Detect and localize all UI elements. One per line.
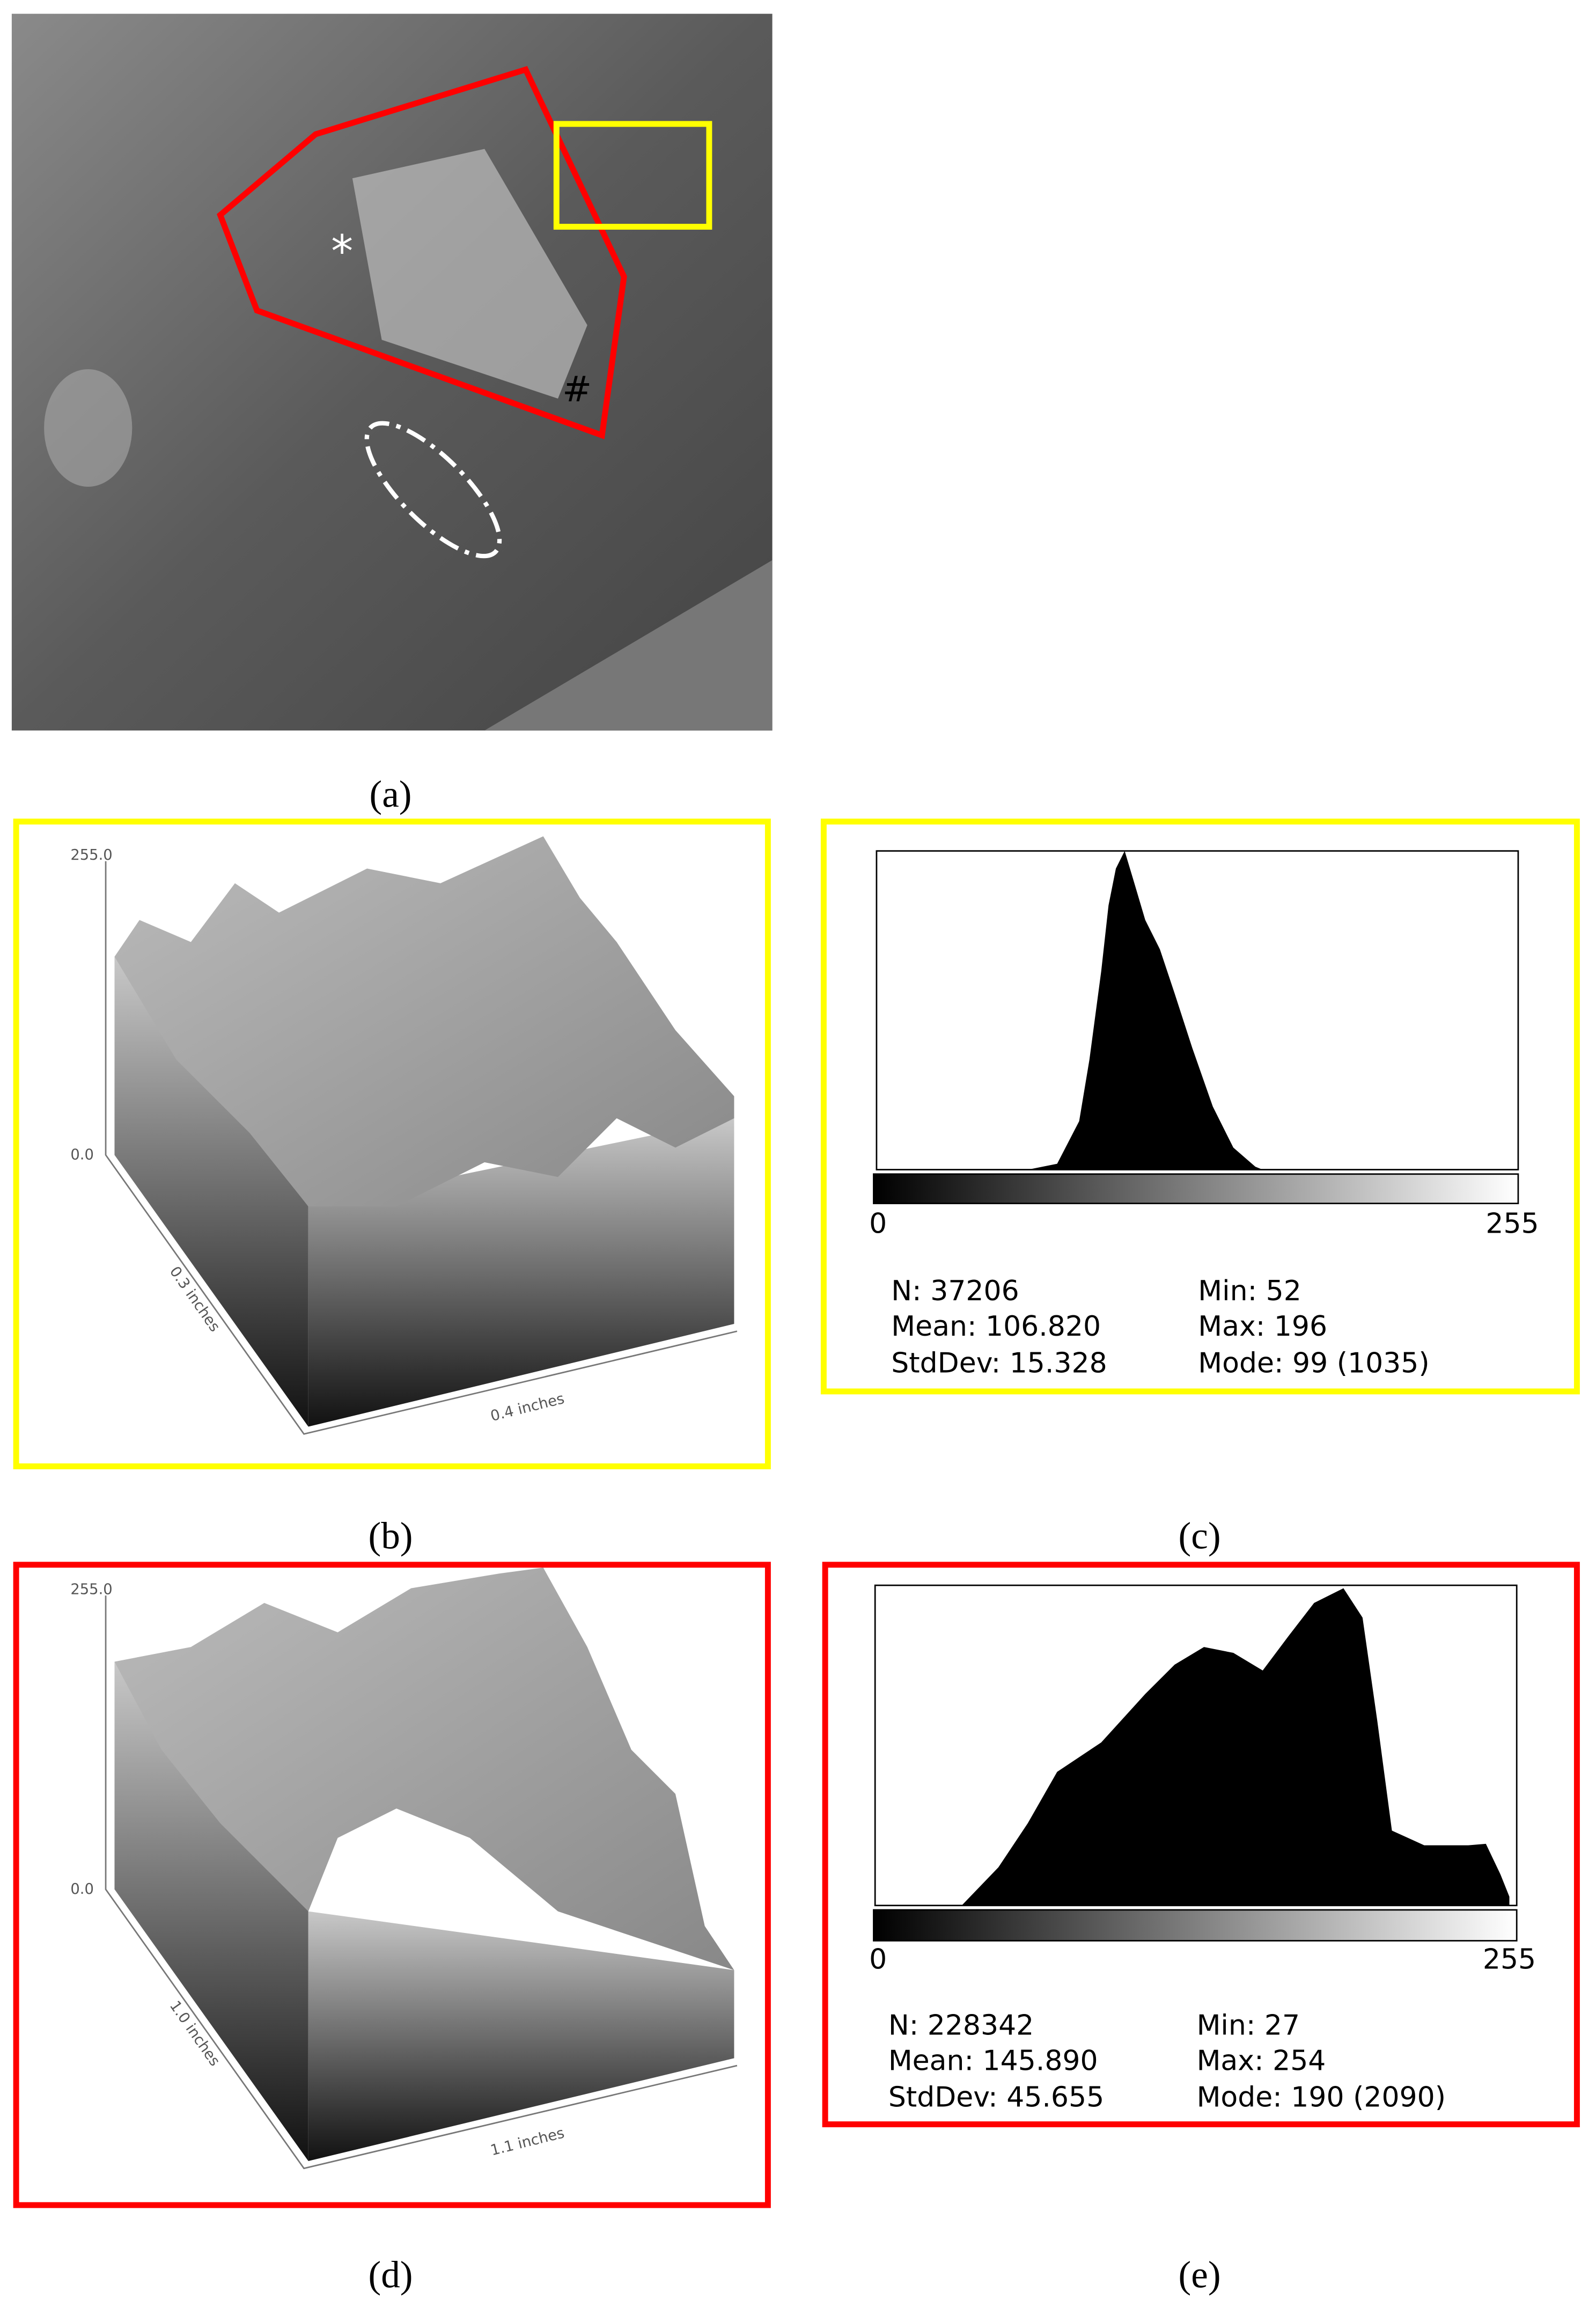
histogram-panel: 0 255 N: 37206 Min: 52 Mean: 106.820 Max… [820,818,1580,1395]
stat: N: 228342 [888,2010,1034,2042]
stat: Mean: 145.890 [888,2045,1098,2077]
z-min-label: 0.0 [70,1881,94,1898]
stat: Max: 254 [1197,2045,1326,2077]
wound-area [44,369,133,487]
ramp-max: 255 [1485,1207,1539,1240]
ramp-max: 255 [1483,1943,1536,1975]
red-roi [217,66,627,440]
surface-top [114,836,734,1207]
surface-face [308,1911,734,2162]
surface-face [114,1661,308,2162]
stat: Min: 52 [1198,1275,1301,1307]
histogram [961,1588,1510,1906]
z-max-label: 255.0 [70,847,112,863]
wound-area [352,149,587,399]
axis-frame [105,861,738,1435]
gray-ramp [873,1909,1518,1942]
stat: Max: 196 [1198,1310,1327,1343]
histogram [1027,851,1263,1170]
z-min-label: 0.0 [70,1146,94,1163]
yellow-roi [553,121,712,230]
panel-label: (b) [369,1515,413,1557]
stat: StdDev: 15.328 [891,1347,1107,1379]
stat: Mode: 190 (2090) [1197,2082,1446,2114]
histogram-panel: 0 255 N: 228342 Min: 27 Mean: 145.890 Ma… [822,1562,1580,2128]
stat: Min: 27 [1197,2010,1300,2042]
stat: Mode: 99 (1035) [1198,1347,1429,1379]
ramp-min: 0 [869,1207,887,1240]
panel-label: (c) [1179,1515,1221,1557]
panel-label: (d) [369,2254,413,2296]
photo [11,13,773,731]
z-max-label: 255.0 [70,1581,112,1598]
stat: StdDev: 45.655 [888,2082,1104,2114]
photo-panel: * # [11,13,773,731]
surface-top [114,1568,734,1971]
surface-plot: 255.0 0.0 0.3 inches 0.4 inches [13,818,771,1469]
dashed-roi [364,421,502,559]
surface-plot: 255.0 0.0 1.0 inches 1.1 inches [13,1562,771,2208]
gray-ramp [873,1173,1519,1204]
panel-label: (a) [370,774,412,816]
marker: * [331,226,353,277]
ramp-min: 0 [869,1943,887,1975]
stat: N: 37206 [891,1275,1019,1307]
stat: Mean: 106.820 [891,1310,1101,1343]
marker: # [562,369,592,410]
axis-frame [105,1595,738,2170]
surface-face [114,956,308,1427]
panel-label: (e) [1179,2254,1221,2296]
